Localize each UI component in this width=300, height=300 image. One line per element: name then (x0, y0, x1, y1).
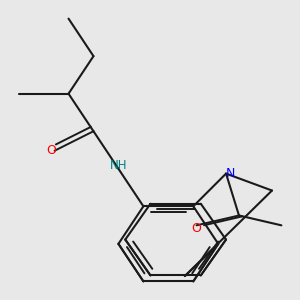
Text: N: N (226, 167, 235, 180)
Text: NH: NH (110, 159, 127, 172)
Text: O: O (47, 144, 56, 157)
Text: O: O (192, 222, 202, 236)
